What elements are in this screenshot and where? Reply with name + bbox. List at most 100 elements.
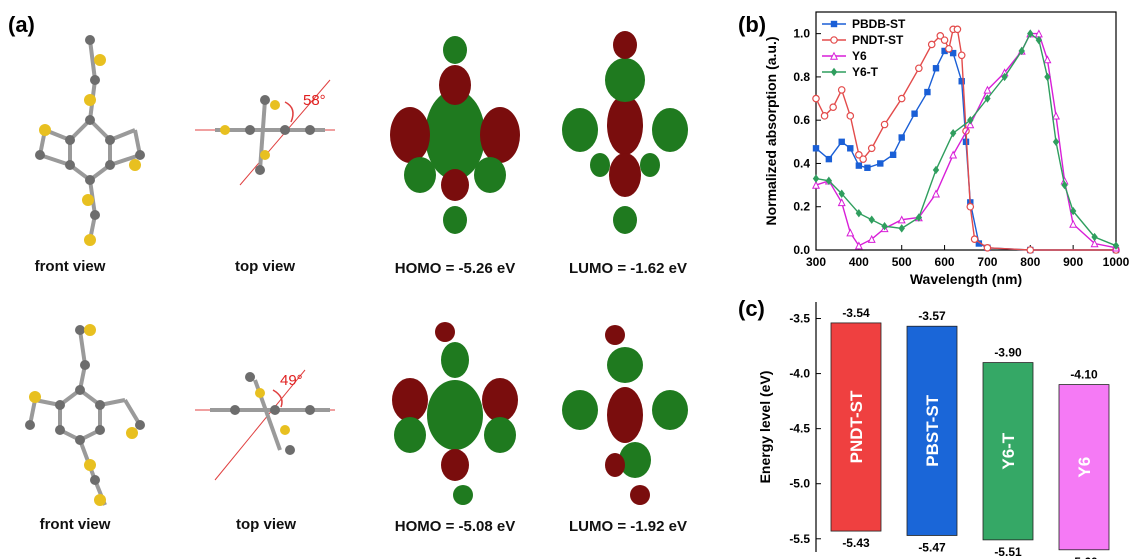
series-line: [815, 28, 1116, 251]
data-point: [932, 165, 940, 175]
dihedral-angle-label-2: 49°: [280, 372, 303, 389]
data-point: [966, 202, 975, 211]
energy-bar: [830, 322, 882, 532]
data-point: [846, 112, 855, 120]
data-point: [868, 215, 875, 224]
caption-homo-2: HOMO = -5.08 eV: [394, 518, 516, 535]
data-point: [953, 25, 962, 34]
legend-marker: [830, 67, 838, 77]
data-point: [859, 155, 867, 163]
data-point: [949, 128, 957, 138]
data-point: [898, 134, 905, 141]
data-point: [1091, 232, 1098, 242]
y-tick-label: 0.6: [793, 113, 810, 127]
data-point: [936, 31, 945, 40]
lumo-orbital-2: [562, 325, 688, 505]
data-point: [932, 65, 940, 72]
data-point: [931, 189, 941, 198]
molecule-top-view-1: 58°: [195, 79, 335, 186]
dihedral-angle-label-1: 58°: [303, 92, 326, 109]
data-point: [846, 228, 855, 237]
energy-level-chart: -3.5 -4.0 -4.5 -5.0 -5.5 Energy level (eV) PND…: [757, 302, 1110, 559]
data-point: [1112, 241, 1120, 250]
data-point: [812, 94, 820, 103]
data-point: [970, 235, 979, 243]
data-point: [983, 244, 992, 252]
data-point: [927, 40, 936, 49]
caption-front-view-2: front view: [39, 516, 111, 533]
bar-pndt-st: PNDT-ST -3.54 -5.43: [830, 306, 882, 550]
data-point: [957, 51, 966, 60]
energy-bar: [906, 325, 958, 536]
series-line: [815, 50, 1116, 251]
homo-value-label: -5.60: [1070, 555, 1098, 559]
data-point: [837, 198, 846, 207]
y-tick-label: -5.0: [789, 477, 810, 491]
data-point: [1052, 137, 1060, 147]
data-point: [838, 189, 845, 198]
data-point: [984, 94, 991, 103]
data-point: [889, 151, 897, 158]
data-point: [949, 49, 957, 57]
caption-top-view-1: top view: [234, 258, 295, 275]
y-tick-label: 0.0: [793, 243, 810, 257]
data-point: [924, 88, 931, 96]
y-tick-label: -4.5: [789, 422, 810, 436]
x-tick-label: 600: [935, 255, 955, 269]
data-point: [854, 241, 863, 250]
panel-label-c: (c): [738, 296, 765, 321]
data-point: [880, 120, 889, 129]
data-point: [1069, 219, 1078, 228]
y-tick-label: 1.0: [793, 27, 810, 41]
caption-lumo-1: LUMO = -1.62 eV: [569, 260, 687, 277]
bar-y6: Y6 -4.10 -5.60: [1058, 368, 1110, 559]
data-point: [975, 240, 983, 247]
homo-orbital-1: [390, 36, 520, 234]
molecule-front-view-1: [35, 35, 145, 246]
legend-entry-y6-t: Y6-T: [822, 65, 879, 79]
x-tick-label: 700: [977, 255, 997, 269]
data-point: [897, 215, 906, 224]
bar-label: PNDT-ST: [847, 390, 866, 463]
data-point: [829, 103, 837, 112]
data-point: [847, 145, 854, 152]
caption-lumo-2: LUMO = -1.92 eV: [569, 518, 687, 535]
series-line: [815, 32, 1117, 247]
bar-label: PBST-ST: [923, 394, 942, 466]
panel-label-a: (a): [8, 12, 35, 37]
data-point: [820, 112, 829, 120]
panel-label-b: (b): [738, 12, 767, 37]
y-tick-label: 0.8: [793, 70, 810, 84]
x-axis-label: Wavelength (nm): [910, 271, 1022, 287]
energy-bar: [1058, 384, 1110, 551]
lumo-orbital-1: [562, 31, 688, 234]
data-point: [812, 145, 820, 152]
data-point: [941, 47, 948, 55]
data-point: [949, 150, 958, 159]
lumo-value-label: -3.57: [918, 309, 946, 323]
data-point: [983, 85, 992, 94]
data-point: [855, 151, 863, 159]
data-point: [864, 164, 871, 171]
legend-label: PNDT-ST: [852, 33, 904, 47]
molecule-top-view-2: 49°: [195, 369, 335, 481]
legend-entry-y6: Y6: [822, 49, 867, 63]
data-point: [898, 224, 905, 233]
x-tick-label: 500: [892, 255, 912, 269]
x-tick-label: 900: [1063, 255, 1083, 269]
lumo-value-label: -3.54: [842, 306, 870, 320]
data-point: [1043, 55, 1052, 64]
data-point: [1051, 111, 1061, 120]
bar-y6-t: Y6-T -3.90 -5.51: [982, 346, 1034, 559]
legend-label: PBDB-ST: [852, 17, 906, 31]
bar-label: Y6-T: [999, 432, 1018, 469]
x-tick-label: 1000: [1103, 255, 1130, 269]
molecule-front-view-2: [25, 324, 145, 506]
data-point: [945, 44, 953, 53]
caption-front-view-1: front view: [34, 258, 106, 275]
legend-marker: [830, 20, 838, 28]
data-point: [1018, 46, 1025, 56]
absorption-chart: 300 400 500 600 700 800 900 1000 0.0 0.2 0.4 0.6 0.8…: [763, 11, 1130, 287]
data-point: [837, 86, 846, 94]
lumo-value-label: -4.10: [1070, 368, 1098, 382]
